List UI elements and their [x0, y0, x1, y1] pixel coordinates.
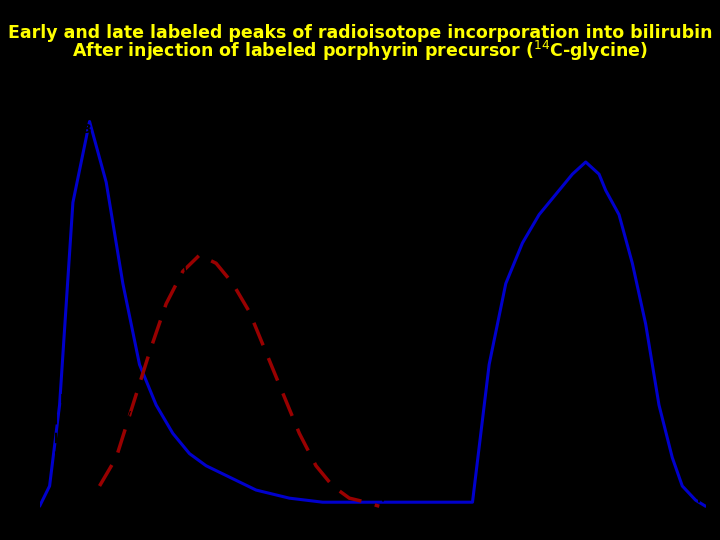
- Text: Non-Hb
sources (liver): Non-Hb sources (liver): [60, 393, 149, 421]
- Text: Increased
erythropoiesis: Increased erythropoiesis: [123, 222, 212, 251]
- Text: After injection of labeled porphyrin precursor ($^{14}$C-glycine): After injection of labeled porphyrin pre…: [72, 39, 648, 63]
- Bar: [446, 116, 699, 512]
- Bar: [56, 116, 382, 512]
- Text: Early bilirubin
(15-20%)
0- 3 days: Early bilirubin (15-20%) 0- 3 days: [63, 93, 168, 136]
- Text: Late bilirubin
(65%)
40- 80 days: Late bilirubin (65%) 40- 80 days: [453, 93, 553, 136]
- Text: Early and late labeled peaks of radioisotope incorporation into bilirubin: Early and late labeled peaks of radioiso…: [8, 24, 712, 42]
- Text: Erythrocyte
sources: Erythrocyte sources: [559, 269, 631, 298]
